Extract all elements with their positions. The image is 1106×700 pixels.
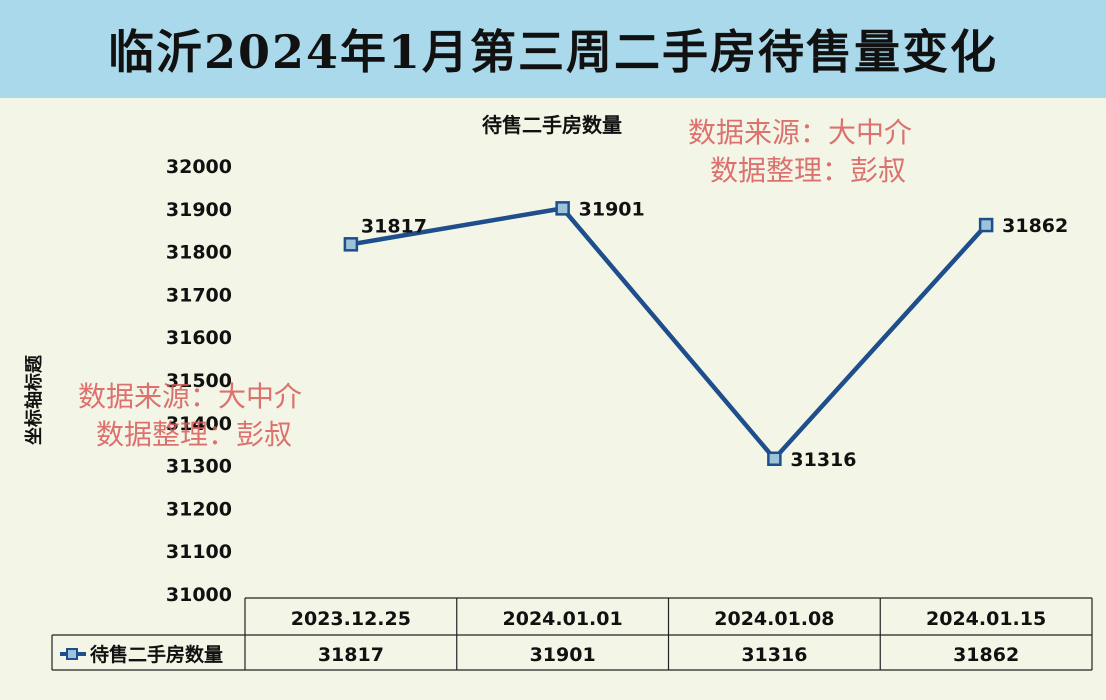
x-tick-label: 2023.12.25: [291, 608, 411, 630]
watermark-line: 数据整理：彭叔: [96, 418, 292, 451]
data-label: 31862: [1002, 215, 1068, 237]
data-point: [978, 217, 994, 233]
data-point: [555, 201, 570, 216]
data-label: 31817: [361, 215, 427, 237]
watermark-line: 数据整理：彭叔: [710, 154, 906, 187]
chart-area: 待售二手房数量 坐标轴标题 31000 31100 31200 31300 31400 3…: [0, 98, 1106, 700]
x-tick-label: 2024.01.08: [714, 608, 834, 630]
watermark-top-right: 数据来源：大中介 数据整理：彭叔: [688, 116, 912, 187]
table-value-cell: 31862: [953, 644, 1019, 666]
watermark-line: 数据来源：大中介: [688, 116, 912, 149]
data-point: [343, 237, 359, 252]
series-line: [350, 206, 988, 462]
y-tick-label: 31300: [166, 456, 232, 478]
y-tick-label: 31700: [166, 284, 232, 306]
y-tick-label: 31500: [166, 370, 232, 392]
data-label: 31901: [579, 198, 645, 220]
watermark-left: 数据来源：大中介 数据整理：彭叔: [78, 380, 302, 451]
y-tick-label: 31800: [166, 242, 232, 264]
y-tick-label: 31000: [166, 584, 232, 606]
y-tick-label: 31100: [166, 541, 232, 563]
table-value-cell: 31817: [318, 644, 384, 666]
y-tick-label: 31600: [166, 327, 232, 349]
banner-title: 临沂2024年1月第三周二手房待售量变化: [107, 25, 999, 79]
table-value-cell: 31901: [530, 644, 596, 666]
series-group: 31817 31901 31316 31862: [343, 198, 1068, 471]
line-chart: 待售二手房数量 坐标轴标题 31000311003120031300314003…: [23, 113, 1093, 671]
x-tick-label: 2024.01.15: [926, 608, 1046, 630]
x-tick-label: 2024.01.01: [503, 608, 623, 630]
y-tick-label: 31400: [166, 413, 232, 435]
y-tick-label: 32000: [166, 156, 232, 178]
data-label: 31316: [790, 449, 856, 471]
data-point: [767, 451, 782, 467]
y-tick-label: 31900: [166, 199, 232, 221]
chart-title: 待售二手房数量: [482, 113, 622, 137]
legend-marker: [66, 648, 78, 660]
legend-label: 待售二手房数量: [90, 643, 223, 666]
y-tick-label: 31200: [166, 498, 232, 520]
watermark-line: 数据来源：大中介: [78, 380, 302, 413]
table-value-cell: 31316: [741, 644, 807, 666]
title-banner: 临沂2024年1月第三周二手房待售量变化: [0, 0, 1106, 98]
y-tick-labels: 31000 31100 31200 31300 31400 31500 31600 31700…: [166, 156, 232, 606]
y-axis-label: 坐标轴标题: [23, 354, 45, 445]
data-table: 2023.12.25 31817 2024.01.01 31901 2024.01.08…: [51, 597, 1093, 671]
